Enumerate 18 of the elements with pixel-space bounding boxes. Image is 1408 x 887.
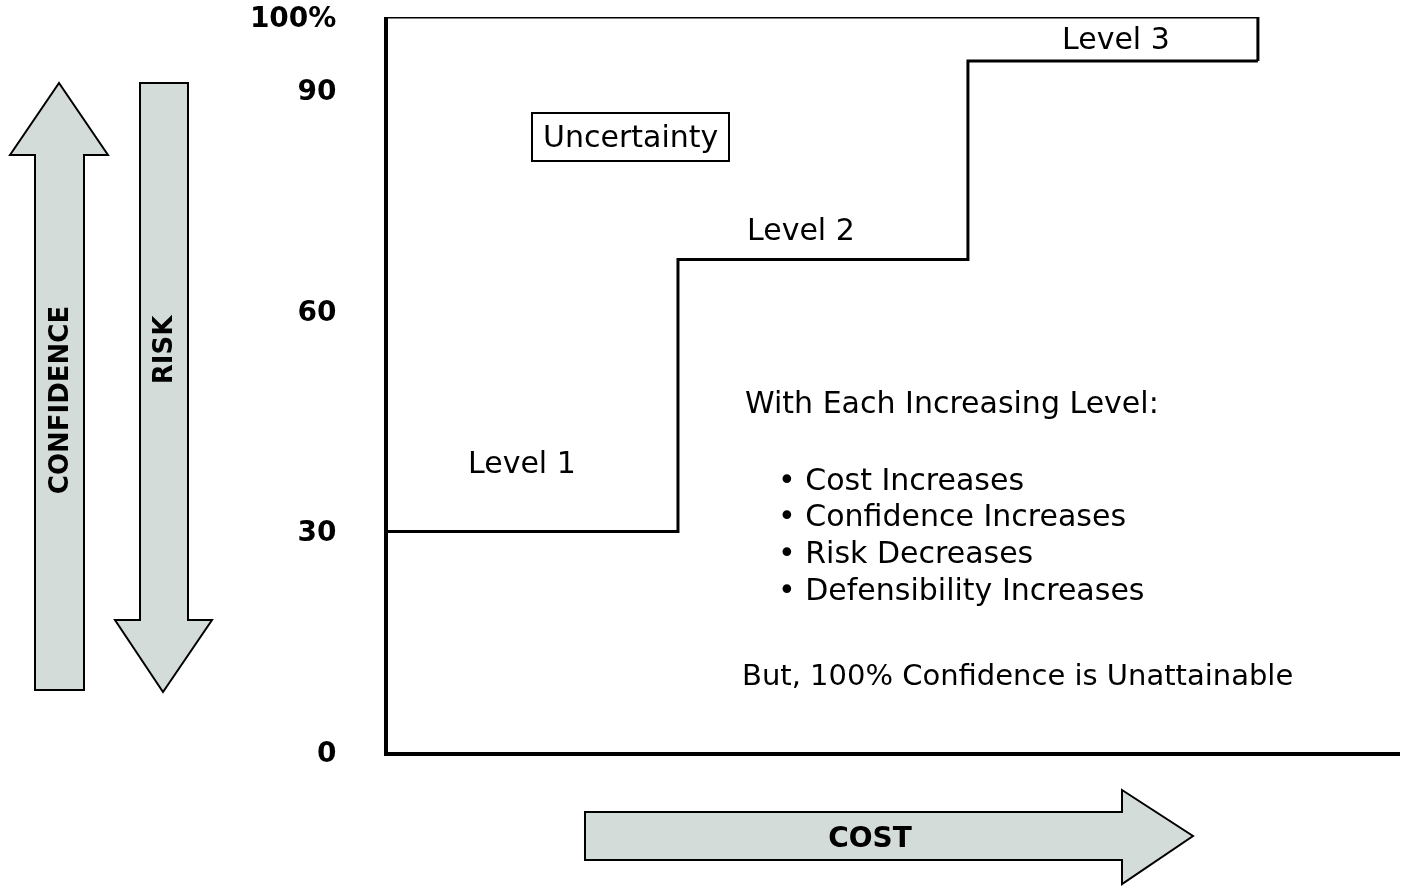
annotation: • Risk Decreases (778, 535, 1034, 570)
y-tick-label: 30 (297, 515, 337, 549)
annotation: • Defensibility Increases (778, 572, 1145, 607)
text: CONFIDENCE (44, 305, 74, 495)
text: RISK (148, 315, 178, 385)
x-axis-title: COST (828, 821, 912, 854)
annotation: Level 2 (747, 212, 855, 247)
y-tick-label: 100% (249, 0, 337, 34)
annotation: But, 100% Confidence is Unattainable (742, 658, 1294, 692)
y-tick-label: 0 (316, 735, 337, 769)
y-tick-label: 60 (297, 294, 337, 328)
annotation: Level 1 (468, 445, 576, 480)
annotation: Level 3 (1062, 21, 1170, 56)
annotation: • Cost Increases (778, 462, 1025, 497)
annotation: With Each Increasing Level: (745, 385, 1159, 420)
y-tick-label: 90 (297, 74, 337, 108)
annotation: • Confidence Increases (778, 498, 1127, 533)
annotation: Uncertainty (531, 112, 731, 162)
